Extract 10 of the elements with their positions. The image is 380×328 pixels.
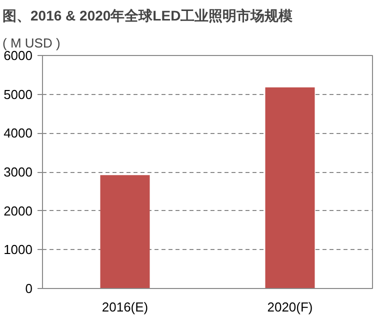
x-tick-label: 2020(F) [267,300,313,314]
chart-title: 图、2016 & 2020年全球LED工业照明市场规模 [2,8,294,24]
y-axis-title: ( M USD ) [2,36,60,50]
y-tick-label: 1000 [4,242,32,258]
y-tick-label: 3000 [4,164,32,180]
y-tick-label: 2000 [4,203,32,218]
y-tick-label: 4000 [4,126,32,141]
y-tick-label: 0 [25,281,33,296]
x-tick-label: 2016(E) [102,300,148,314]
y-tick-label: 5000 [4,86,32,102]
